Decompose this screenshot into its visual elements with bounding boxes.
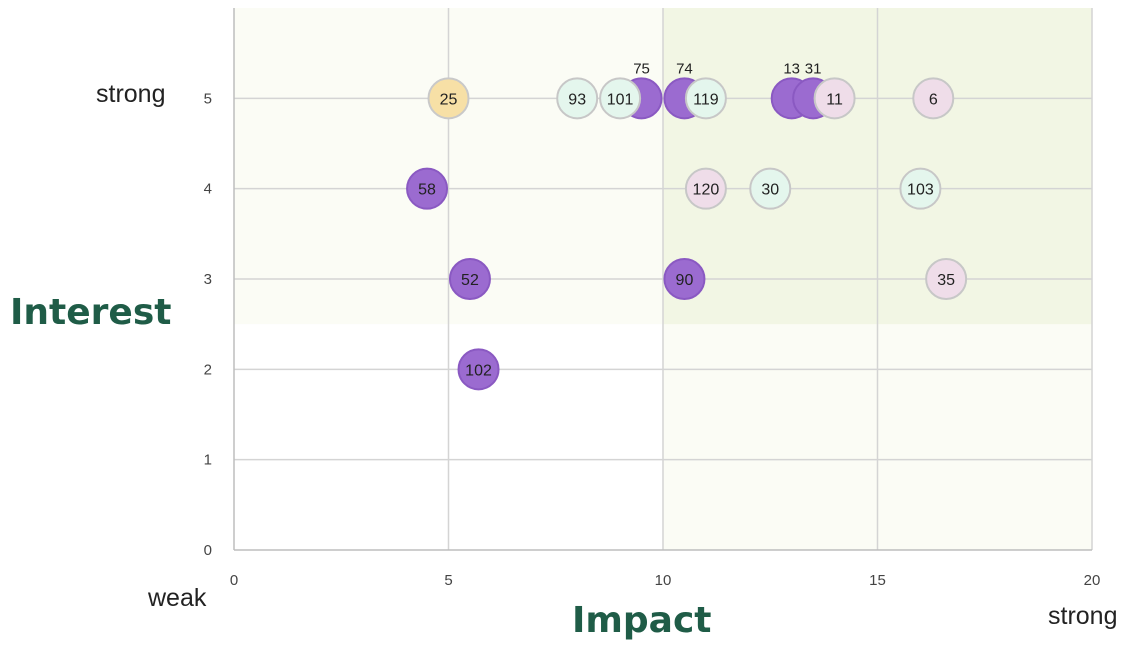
data-point-120: [684, 167, 727, 210]
data-point-119: [684, 77, 727, 120]
point-label: 25: [440, 91, 458, 108]
y-axis-title: Interest: [10, 292, 172, 333]
x-tick-label: 5: [444, 572, 452, 589]
y-axis-high-label: strong: [96, 80, 166, 108]
data-point-52: [448, 258, 491, 300]
point-label: 90: [676, 272, 694, 289]
y-tick-label: 4: [204, 181, 212, 198]
point-label: 75: [633, 60, 650, 77]
point-label: 93: [568, 91, 586, 108]
point-label: 31: [805, 60, 822, 77]
point-label: 13: [783, 60, 800, 77]
x-axis-low-label: weak: [148, 584, 207, 612]
data-point-35: [925, 258, 968, 300]
y-tick-label: 1: [204, 452, 212, 469]
point-label: 120: [693, 182, 720, 199]
x-tick-label: 20: [1084, 572, 1101, 589]
data-point-6: [912, 77, 955, 120]
point-label: 35: [937, 272, 955, 289]
y-tick-label: 2: [204, 361, 212, 378]
data-point-93: [556, 77, 599, 120]
x-axis-title: Impact: [572, 600, 712, 641]
data-point-103: [899, 167, 942, 210]
data-point-90: [663, 258, 706, 300]
data-point-58: [406, 167, 449, 210]
data-point-25: [427, 77, 470, 120]
point-label: 58: [418, 182, 436, 199]
data-point-101: [599, 77, 642, 120]
y-tick-label: 3: [204, 271, 212, 288]
point-label: 52: [461, 272, 479, 289]
x-axis-high-label: strong: [1048, 602, 1118, 630]
x-tick-label: 15: [869, 572, 886, 589]
point-label: 103: [907, 182, 934, 199]
point-label: 74: [676, 60, 693, 77]
data-point-30: [749, 167, 792, 210]
y-tick-label: 5: [204, 90, 212, 107]
point-label: 102: [465, 362, 492, 379]
point-label: 30: [761, 182, 779, 199]
data-point-102: [457, 348, 500, 391]
x-tick-label: 0: [230, 572, 238, 589]
point-label: 11: [826, 91, 843, 108]
point-label: 119: [693, 91, 719, 108]
y-tick-label: 0: [204, 542, 212, 559]
data-point-11: [813, 77, 856, 120]
point-label: 6: [929, 91, 938, 108]
point-label: 101: [607, 91, 634, 108]
x-tick-label: 10: [655, 572, 672, 589]
